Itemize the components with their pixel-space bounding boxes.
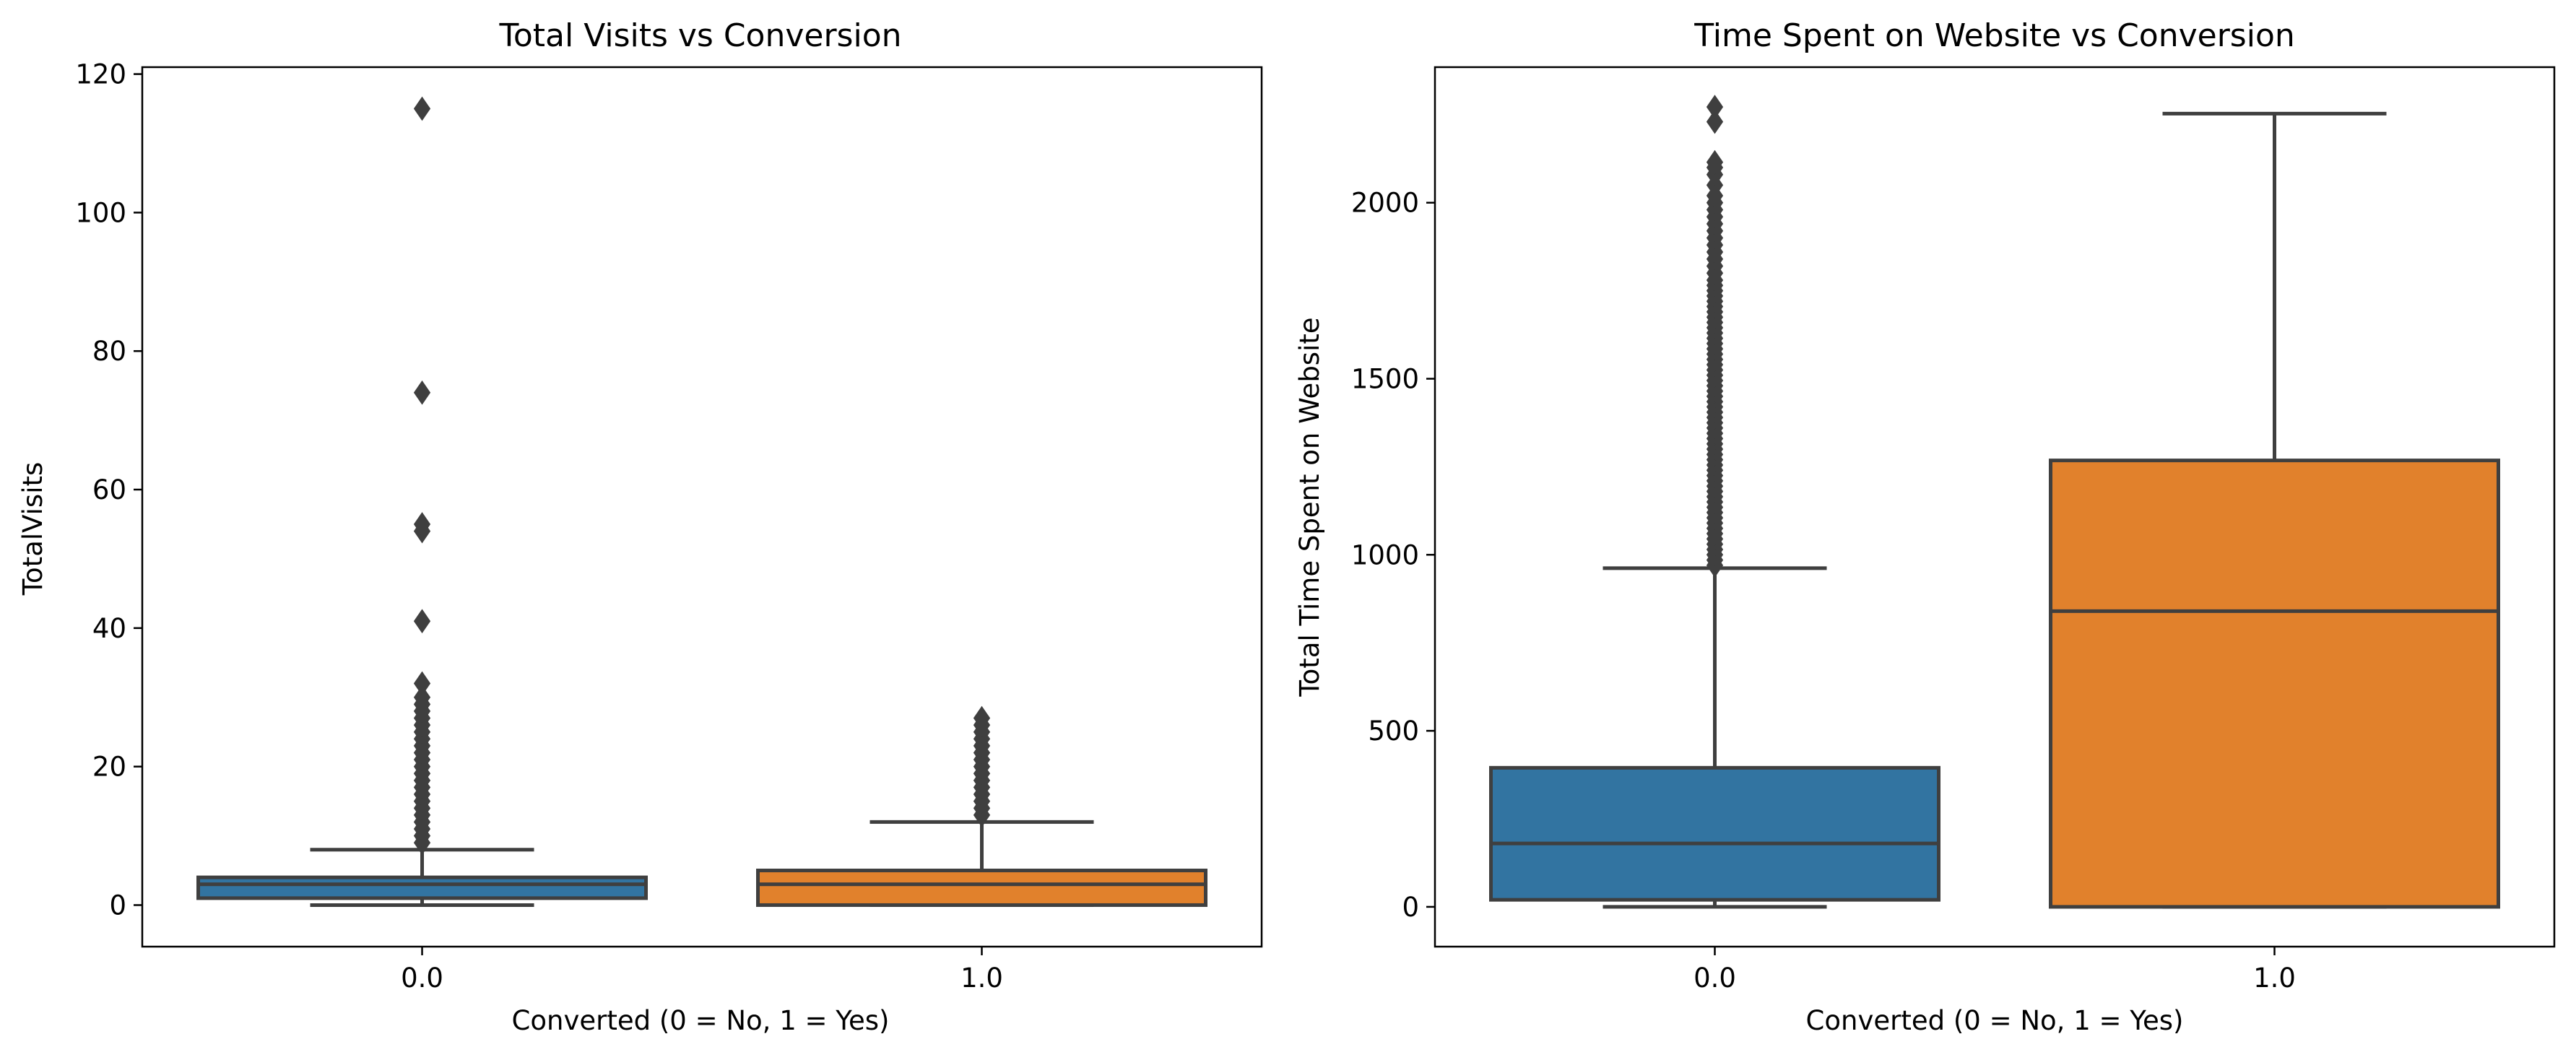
outlier-point	[413, 380, 431, 405]
outlier-point	[413, 685, 431, 710]
y-tick-label: 20	[92, 752, 126, 783]
x-axis-label: Converted (0 = No, 1 = Yes)	[512, 1005, 890, 1036]
y-axis-label: TotalVisits	[17, 462, 48, 596]
chart-title: Time Spent on Website vs Conversion	[1694, 17, 2295, 54]
x-axis-ticks: 0.0 1.0	[401, 947, 1003, 994]
box-iqr	[1489, 765, 1940, 902]
box-iqr	[2049, 459, 2500, 909]
box-iqr	[756, 869, 1207, 907]
chart-title: Total Visits vs Conversion	[498, 17, 901, 54]
y-tick-label: 80	[92, 336, 126, 367]
y-tick-label: 1500	[1351, 364, 1419, 395]
chart-panel-time-spent: Time Spent on Website vs Conversion Tota…	[1294, 17, 2556, 1036]
y-tick-label: 100	[75, 197, 126, 228]
outlier-point	[413, 671, 431, 696]
y-axis-ticks: 0 20 40 60 80 100 120	[75, 59, 142, 921]
y-tick-label: 2000	[1351, 188, 1419, 219]
x-tick-label: 0.0	[401, 963, 443, 994]
plot-area	[196, 96, 1207, 907]
plot-area	[1489, 95, 2500, 909]
box-group-0-0	[196, 96, 648, 907]
x-tick-label: 0.0	[1694, 963, 1736, 994]
box-group-0-0	[1489, 95, 1940, 909]
outlier-point	[413, 96, 431, 121]
outlier-point	[973, 705, 991, 731]
axes-frame	[1434, 66, 2556, 948]
y-tick-label: 120	[75, 59, 126, 90]
y-tick-label: 40	[92, 613, 126, 644]
x-axis-ticks: 0.0 1.0	[1694, 947, 2296, 994]
outlier-point	[1706, 95, 1724, 119]
axes-frame	[141, 66, 1263, 948]
y-tick-label: 60	[92, 474, 126, 505]
x-axis-label: Converted (0 = No, 1 = Yes)	[1806, 1005, 2184, 1036]
box-iqr	[196, 875, 648, 900]
x-tick-label: 1.0	[2253, 963, 2296, 994]
outlier-point	[413, 609, 431, 634]
y-tick-label: 500	[1368, 716, 1419, 747]
box-group-1-0	[2049, 111, 2500, 909]
outlier-point	[1706, 149, 1724, 175]
y-axis-ticks: 0 500 1000 1500 2000	[1351, 188, 1435, 923]
x-tick-label: 1.0	[960, 963, 1003, 994]
chart-panel-total-visits: Total Visits vs Conversion TotalVisits C…	[17, 17, 1263, 1036]
y-axis-label: Total Time Spent on Website	[1294, 317, 1325, 697]
y-tick-label: 1000	[1351, 539, 1419, 570]
y-tick-label: 0	[1402, 892, 1419, 923]
outlier-point	[1706, 109, 1724, 134]
box-group-1-0	[756, 705, 1207, 907]
outlier-point	[413, 512, 431, 536]
y-tick-label: 0	[109, 890, 126, 921]
